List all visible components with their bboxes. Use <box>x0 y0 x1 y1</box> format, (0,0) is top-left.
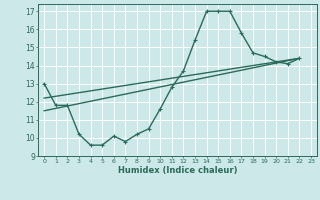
X-axis label: Humidex (Indice chaleur): Humidex (Indice chaleur) <box>118 166 237 175</box>
